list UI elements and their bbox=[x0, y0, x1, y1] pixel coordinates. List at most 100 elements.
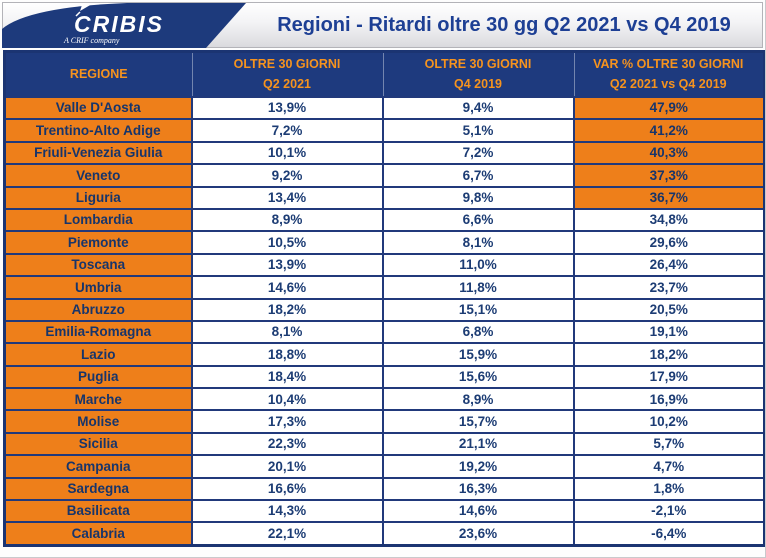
region-cell: Liguria bbox=[3, 185, 193, 210]
cribis-logo: CRIBIS A CRIF company bbox=[2, 3, 246, 48]
col-header-q4-2019: OLTRE 30 GIORNI Q4 2019 bbox=[382, 51, 574, 97]
q4-2019-cell: 5,1% bbox=[381, 118, 575, 143]
q2-2021-cell: 13,9% bbox=[190, 95, 384, 121]
region-cell: Veneto bbox=[3, 163, 193, 188]
q4-2019-cell: 15,9% bbox=[381, 342, 575, 367]
var-cell: 16,9% bbox=[572, 387, 765, 412]
q2-2021-cell: 16,6% bbox=[190, 476, 384, 502]
table-row: Abruzzo 18,2% 15,1% 20,5% bbox=[3, 297, 765, 322]
col-header-line2: Q2 2021 vs Q4 2019 bbox=[609, 76, 727, 91]
var-cell: 10,2% bbox=[572, 409, 765, 434]
q4-2019-cell: 6,7% bbox=[381, 163, 575, 188]
var-cell: 20,5% bbox=[572, 297, 765, 322]
col-header-line1: REGIONE bbox=[69, 66, 128, 81]
table-row: Puglia 18,4% 15,6% 17,9% bbox=[3, 364, 765, 390]
var-cell: 34,8% bbox=[572, 207, 765, 233]
table-row: Trentino-Alto Adige 7,2% 5,1% 41,2% bbox=[3, 118, 765, 143]
q2-2021-cell: 10,5% bbox=[190, 230, 384, 255]
col-header-q2-2021: OLTRE 30 GIORNI Q2 2021 bbox=[191, 51, 383, 97]
q2-2021-cell: 8,9% bbox=[190, 207, 384, 233]
col-header-regione: REGIONE bbox=[4, 51, 192, 97]
table-row: Marche 10,4% 8,9% 16,9% bbox=[3, 387, 765, 412]
var-cell: 29,6% bbox=[572, 230, 765, 255]
col-header-line2: Q2 2021 bbox=[263, 76, 311, 91]
region-cell: Toscana bbox=[3, 252, 193, 278]
region-cell: Piemonte bbox=[3, 230, 193, 255]
q4-2019-cell: 6,6% bbox=[381, 207, 575, 233]
q4-2019-cell: 8,9% bbox=[381, 387, 575, 412]
var-cell: 47,9% bbox=[572, 95, 765, 121]
q2-2021-cell: 22,3% bbox=[190, 431, 384, 457]
logo-tagline-text: A CRIF company bbox=[63, 36, 120, 45]
table-row: Liguria 13,4% 9,8% 36,7% bbox=[3, 185, 765, 210]
q2-2021-cell: 18,4% bbox=[190, 364, 384, 390]
header-row: REGIONE OLTRE 30 GIORNI Q2 2021 OLTRE 30… bbox=[4, 51, 765, 97]
region-cell: Abruzzo bbox=[3, 297, 193, 322]
region-cell: Sicilia bbox=[3, 431, 193, 457]
region-cell: Lombardia bbox=[3, 207, 193, 233]
q4-2019-cell: 11,0% bbox=[381, 252, 575, 278]
table-row: Basilicata 14,3% 14,6% -2,1% bbox=[3, 499, 765, 524]
region-cell: Emilia-Romagna bbox=[3, 319, 193, 345]
q4-2019-cell: 15,1% bbox=[381, 297, 575, 322]
region-cell: Marche bbox=[3, 387, 193, 412]
var-cell: 17,9% bbox=[572, 364, 765, 390]
table-row: Calabria 22,1% 23,6% -6,4% bbox=[3, 521, 765, 547]
q4-2019-cell: 19,2% bbox=[381, 454, 575, 479]
q4-2019-cell: 8,1% bbox=[381, 230, 575, 255]
logo-brand-text: CRIBIS bbox=[74, 11, 164, 37]
q4-2019-cell: 11,8% bbox=[381, 275, 575, 300]
q4-2019-cell: 9,8% bbox=[381, 185, 575, 210]
var-cell: 4,7% bbox=[572, 454, 765, 479]
region-cell: Basilicata bbox=[3, 499, 193, 524]
var-cell: 41,2% bbox=[572, 118, 765, 143]
table-row: Friuli-Venezia Giulia 10,1% 7,2% 40,3% bbox=[3, 140, 765, 166]
logo-swoosh bbox=[2, 3, 246, 48]
q4-2019-cell: 21,1% bbox=[381, 431, 575, 457]
region-cell: Lazio bbox=[3, 342, 193, 367]
var-cell: -2,1% bbox=[572, 499, 765, 524]
var-cell: 1,8% bbox=[572, 476, 765, 502]
pennant-icon bbox=[80, 4, 92, 11]
region-cell: Valle D'Aosta bbox=[3, 95, 193, 121]
region-cell: Umbria bbox=[3, 275, 193, 300]
table-row: Lazio 18,8% 15,9% 18,2% bbox=[3, 342, 765, 367]
pennant-pole bbox=[75, 11, 81, 17]
q2-2021-cell: 18,2% bbox=[190, 297, 384, 322]
header-bar: CRIBIS A CRIF company Regioni - Ritardi … bbox=[2, 2, 763, 48]
var-cell: 40,3% bbox=[572, 140, 765, 166]
q4-2019-cell: 7,2% bbox=[381, 140, 575, 166]
q4-2019-cell: 15,7% bbox=[381, 409, 575, 434]
var-cell: 5,7% bbox=[572, 431, 765, 457]
q2-2021-cell: 18,8% bbox=[190, 342, 384, 367]
q2-2021-cell: 9,2% bbox=[190, 163, 384, 188]
table-body: Valle D'Aosta 13,9% 9,4% 47,9% Trentino-… bbox=[3, 95, 765, 547]
q2-2021-cell: 14,6% bbox=[190, 275, 384, 300]
table-row: Toscana 13,9% 11,0% 26,4% bbox=[3, 252, 765, 278]
q2-2021-cell: 14,3% bbox=[190, 499, 384, 524]
table-row: Umbria 14,6% 11,8% 23,7% bbox=[3, 275, 765, 300]
col-header-var: VAR % OLTRE 30 GIORNI Q2 2021 vs Q4 2019 bbox=[573, 51, 765, 97]
q2-2021-cell: 13,4% bbox=[190, 185, 384, 210]
q4-2019-cell: 16,3% bbox=[381, 476, 575, 502]
region-cell: Puglia bbox=[3, 364, 193, 390]
var-cell: 19,1% bbox=[572, 319, 765, 345]
table-row: Sicilia 22,3% 21,1% 5,7% bbox=[3, 431, 765, 457]
q4-2019-cell: 9,4% bbox=[381, 95, 575, 121]
q4-2019-cell: 23,6% bbox=[381, 521, 575, 547]
col-header-line1: VAR % OLTRE 30 GIORNI bbox=[593, 57, 744, 72]
var-cell: 23,7% bbox=[572, 275, 765, 300]
col-header-line2: Q4 2019 bbox=[454, 76, 502, 91]
table-row: Molise 17,3% 15,7% 10,2% bbox=[3, 409, 765, 434]
var-cell: 18,2% bbox=[572, 342, 765, 367]
q2-2021-cell: 22,1% bbox=[190, 521, 384, 547]
var-cell: 37,3% bbox=[572, 163, 765, 188]
q2-2021-cell: 10,4% bbox=[190, 387, 384, 412]
col-header-line1: OLTRE 30 GIORNI bbox=[424, 57, 532, 72]
q2-2021-cell: 8,1% bbox=[190, 319, 384, 345]
regions-table-wrap: REGIONE OLTRE 30 GIORNI Q2 2021 OLTRE 30… bbox=[3, 50, 765, 547]
q2-2021-cell: 17,3% bbox=[190, 409, 384, 434]
var-cell: -6,4% bbox=[572, 521, 765, 547]
regions-table: REGIONE OLTRE 30 GIORNI Q2 2021 OLTRE 30… bbox=[3, 50, 765, 547]
